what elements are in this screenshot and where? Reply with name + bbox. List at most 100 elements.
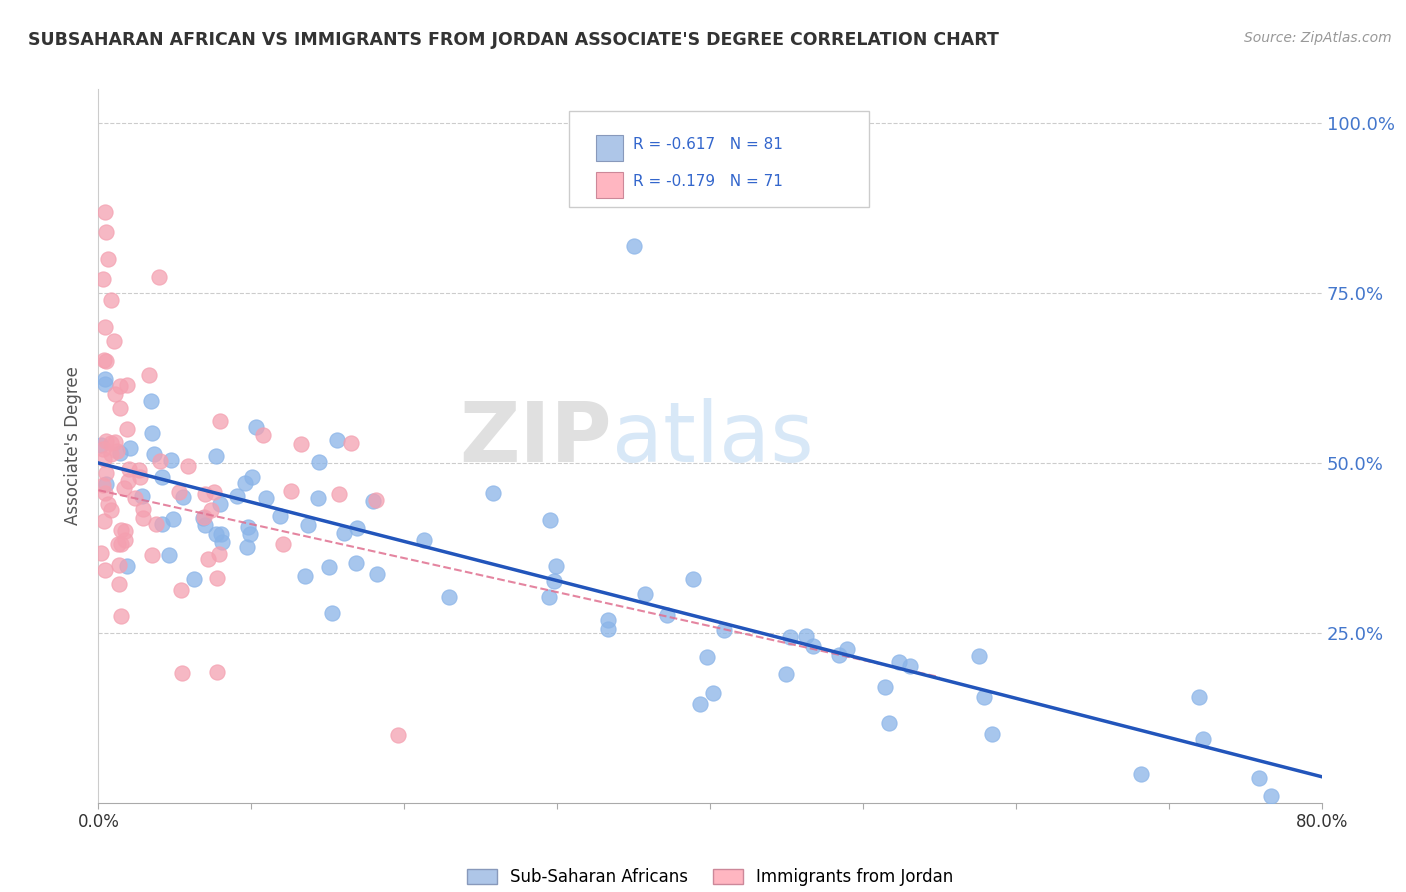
Point [967,649,990,664]
Point [96,434,118,448]
Point [200,503,222,517]
Point [801,639,824,653]
Point [193,509,215,524]
Point [117,378,139,392]
Point [326,433,349,447]
Point [657,607,679,622]
Point [93,452,115,467]
Point [307,491,329,505]
Point [254,491,277,505]
Point [328,486,350,500]
Text: R = -0.179   N = 71: R = -0.179 N = 71 [633,174,783,189]
Point [598,613,620,627]
Point [170,582,193,597]
Point [1192,732,1215,747]
Point [118,462,141,476]
Point [117,474,139,488]
Point [981,727,1004,741]
Text: ZIP: ZIP [460,399,612,479]
Point [321,607,343,621]
Point [194,486,217,500]
Point [141,394,163,409]
Point [145,516,167,531]
Y-axis label: Associate's Degree: Associate's Degree [65,367,83,525]
Text: SUBSAHARAN AFRICAN VS IMMIGRANTS FROM JORDAN ASSOCIATE'S DEGREE CORRELATION CHAR: SUBSAHARAN AFRICAN VS IMMIGRANTS FROM JO… [28,31,1000,49]
Point [1260,789,1282,803]
Point [482,486,505,500]
Point [689,697,711,711]
Point [544,558,567,573]
Point [114,533,136,548]
Point [191,510,214,524]
Point [97,252,120,266]
Point [108,379,131,393]
Point [93,204,115,219]
Point [775,667,797,681]
Point [93,377,115,392]
Point [413,533,436,547]
Point [696,649,718,664]
Point [94,563,117,577]
Point [208,497,231,511]
Point [149,454,172,468]
Point [107,558,129,573]
Point [873,681,896,695]
Point [208,547,231,561]
Point [242,469,264,483]
Point [1130,766,1153,780]
Point [333,526,356,541]
Point [194,518,217,533]
Point [634,587,657,601]
Text: atlas: atlas [612,399,814,479]
Point [91,478,114,492]
Point [117,422,139,436]
Point [318,560,340,574]
Point [170,666,193,681]
Point [94,354,117,368]
Point [205,527,228,541]
Point [141,425,163,440]
Point [363,493,385,508]
Bar [596,172,623,198]
Point [702,686,724,700]
Point [96,467,118,481]
Point [100,436,122,450]
Point [104,435,127,450]
Point [538,513,561,527]
Point [94,486,117,500]
Point [167,484,190,499]
Point [131,489,153,503]
Point [110,609,132,624]
Point [148,269,170,284]
Point [94,225,117,239]
Point [90,546,112,560]
Point [141,548,163,562]
Point [90,438,112,452]
Point [346,521,368,535]
Point [124,491,146,505]
Point [132,511,155,525]
Point [226,489,249,503]
Point [596,622,619,636]
Point [537,590,560,604]
Point [129,470,152,484]
Point [93,353,115,368]
Point [294,569,316,583]
Point [339,436,361,450]
Point [297,517,319,532]
Point [779,630,801,644]
Point [91,272,114,286]
Point [898,659,921,673]
Point [1249,772,1271,786]
Legend: Sub-Saharan Africans, Immigrants from Jordan: Sub-Saharan Africans, Immigrants from Jo… [460,861,960,892]
Point [713,624,735,638]
Point [112,481,135,495]
Point [205,571,228,585]
Point [623,238,645,252]
Point [245,420,267,434]
Point [150,470,173,484]
Point [97,497,120,511]
Point [205,665,228,679]
Point [177,459,200,474]
Point [202,484,225,499]
